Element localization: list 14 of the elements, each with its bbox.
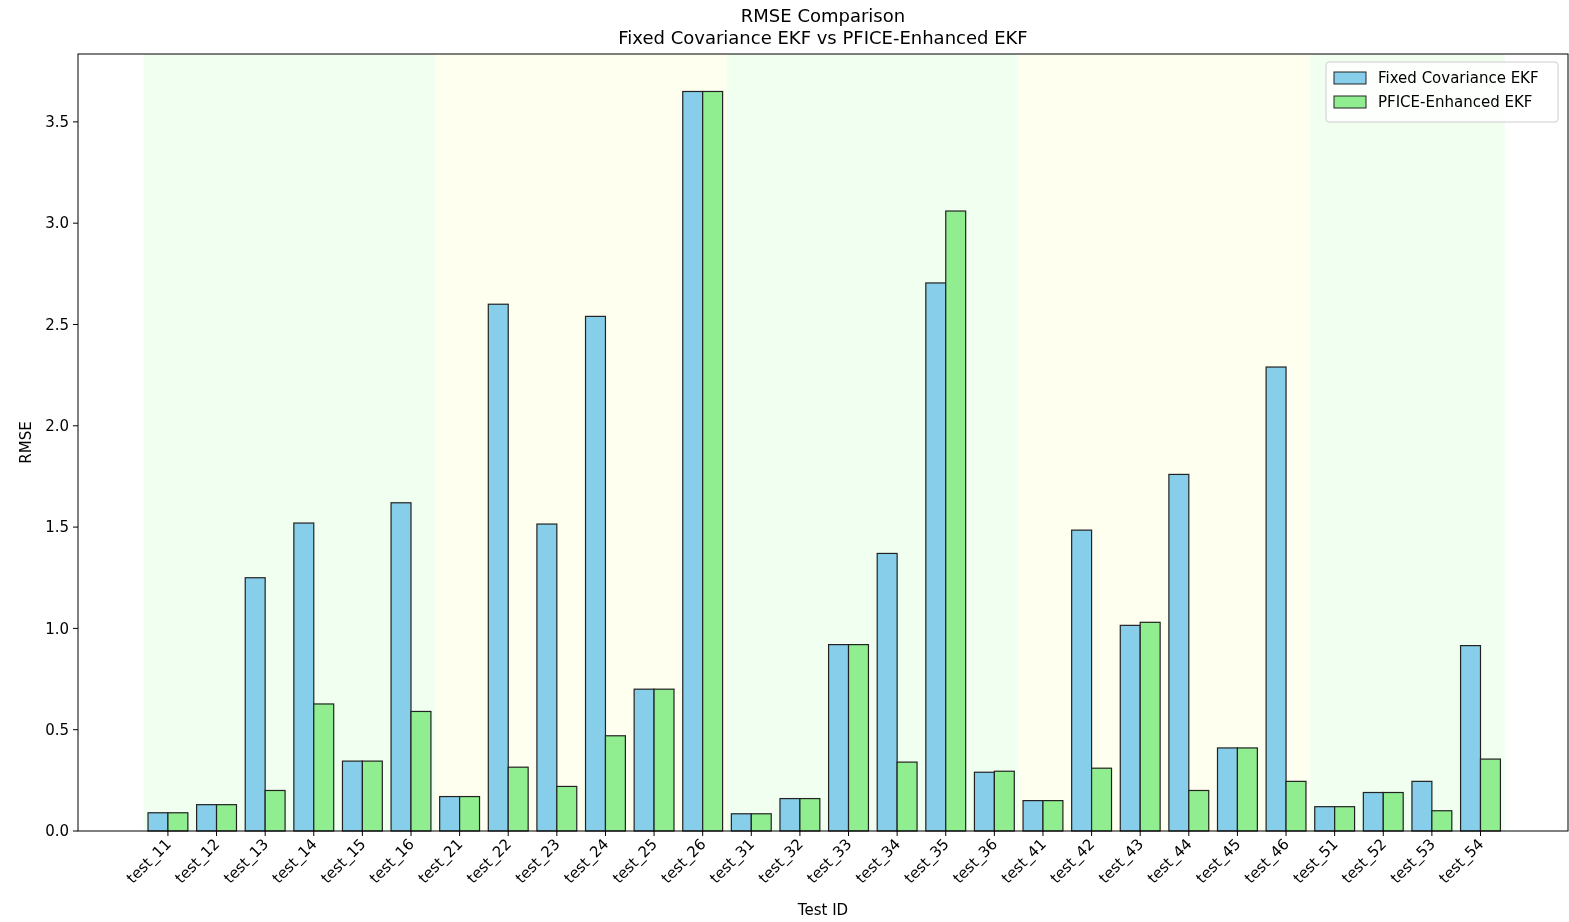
y-tick-label: 1.5	[45, 518, 69, 537]
y-tick-label: 2.0	[45, 417, 69, 436]
y-tick-label: 3.0	[45, 214, 69, 233]
legend-label: PFICE-Enhanced EKF	[1378, 93, 1533, 112]
legend-label: Fixed Covariance EKF	[1378, 69, 1539, 88]
chart-title: RMSE Comparison	[740, 5, 906, 26]
y-tick-label: 0.0	[45, 822, 69, 841]
x-axis-title: Test ID	[796, 901, 849, 919]
y-tick-label: 1.0	[45, 619, 69, 638]
y-axis-title: RMSE	[17, 421, 35, 464]
y-tick-label: 2.5	[45, 315, 69, 334]
chart-subtitle: Fixed Covariance EKF vs PFICE-Enhanced EKF	[618, 27, 1028, 48]
y-tick-label: 3.5	[45, 113, 69, 132]
y-tick-label: 0.5	[45, 720, 69, 739]
